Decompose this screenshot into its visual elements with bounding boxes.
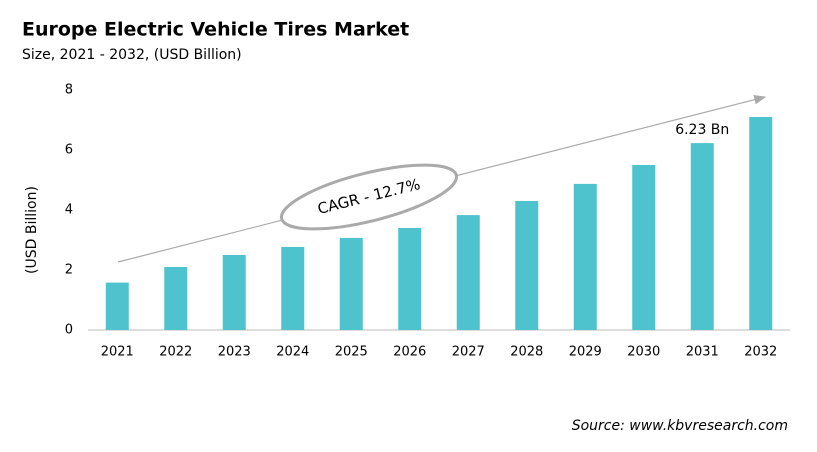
y-tick-label: 6 — [65, 143, 73, 158]
bar — [456, 215, 480, 330]
bar — [690, 143, 714, 330]
x-tick-label: 2022 — [159, 345, 192, 360]
bar — [339, 237, 363, 330]
x-tick-label: 2023 — [218, 345, 251, 360]
bar — [105, 282, 129, 330]
bar — [398, 228, 422, 330]
x-tick-label: 2032 — [744, 345, 777, 360]
y-tick-label: 4 — [65, 203, 73, 218]
x-tick-label: 2030 — [627, 345, 660, 360]
y-axis-label: (USD Billion) — [24, 186, 40, 274]
y-tick-label: 8 — [65, 83, 73, 98]
bar — [164, 267, 188, 330]
chart-subtitle: Size, 2021 - 2032, (USD Billion) — [22, 47, 242, 63]
x-tick-label: 2021 — [101, 345, 134, 360]
bar — [281, 246, 305, 330]
y-tick-label: 0 — [65, 323, 73, 338]
x-tick-label: 2024 — [276, 345, 309, 360]
x-tick-label: 2028 — [510, 345, 543, 360]
x-tick-label: 2027 — [452, 345, 485, 360]
source: Source: www.kbvresearch.com — [572, 418, 788, 434]
x-tick-label: 2026 — [393, 345, 426, 360]
x-tick-label: 2029 — [569, 345, 602, 360]
x-tick-label: 2025 — [335, 345, 368, 360]
bar — [632, 165, 656, 330]
bar — [749, 117, 773, 330]
x-tick-label: 2031 — [686, 345, 719, 360]
chart-title: Europe Electric Vehicle Tires Market — [22, 19, 409, 41]
bar — [573, 183, 597, 330]
value-label: 6.23 Bn — [675, 122, 729, 138]
bar — [222, 255, 246, 330]
y-tick-label: 2 — [65, 263, 73, 278]
bar — [515, 201, 539, 330]
cagr-ellipse — [279, 163, 459, 231]
